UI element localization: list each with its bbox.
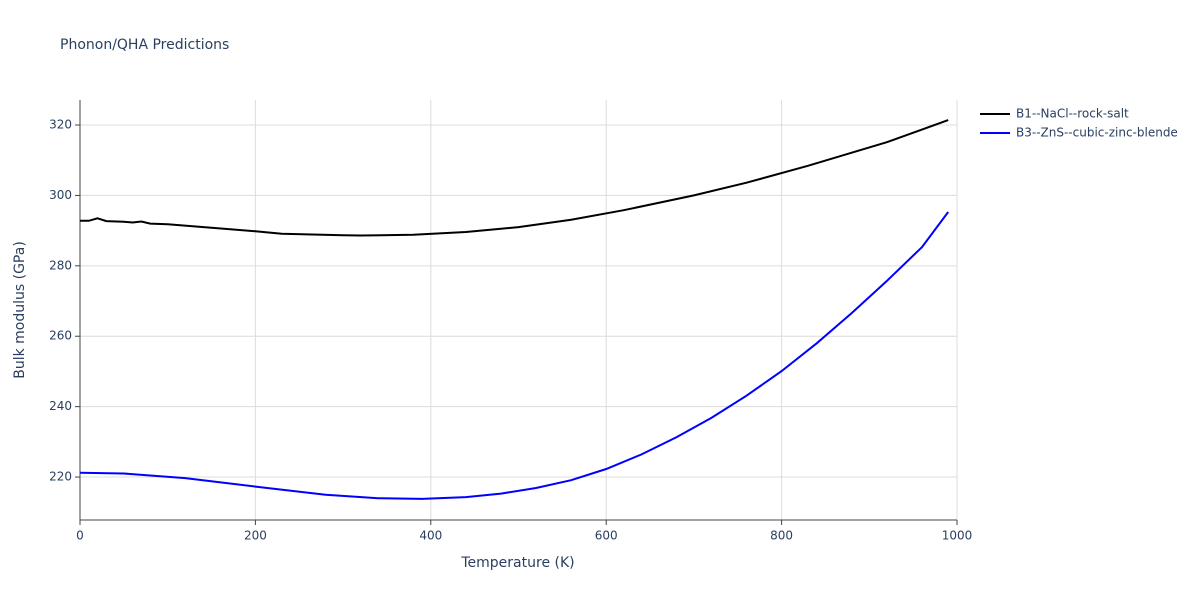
line-series [79,211,950,500]
x-tick-label: 1000 [942,529,973,543]
x-tick-label: 0 [76,529,84,543]
y-tick-label: 240 [49,399,72,413]
y-tick-label: 320 [49,117,72,131]
line-series [80,119,949,237]
y-axis-title: Bulk modulus (GPa) [12,241,28,379]
y-tick-label: 220 [49,470,72,484]
legend-label: B3--ZnS--cubic-zinc-blende [1016,126,1178,140]
legend-label: B1--NaCl--rock-salt [1016,107,1129,121]
chart-title: Phonon/QHA Predictions [60,37,229,53]
y-tick-label: 300 [49,188,72,202]
x-tick-label: 400 [419,529,442,543]
x-axis-title: Temperature (K) [460,555,574,571]
y-tick-label: 280 [49,258,72,272]
x-tick-label: 800 [770,529,793,543]
x-tick-label: 200 [244,529,267,543]
x-tick-label: 600 [595,529,618,543]
y-tick-label: 260 [49,329,72,343]
